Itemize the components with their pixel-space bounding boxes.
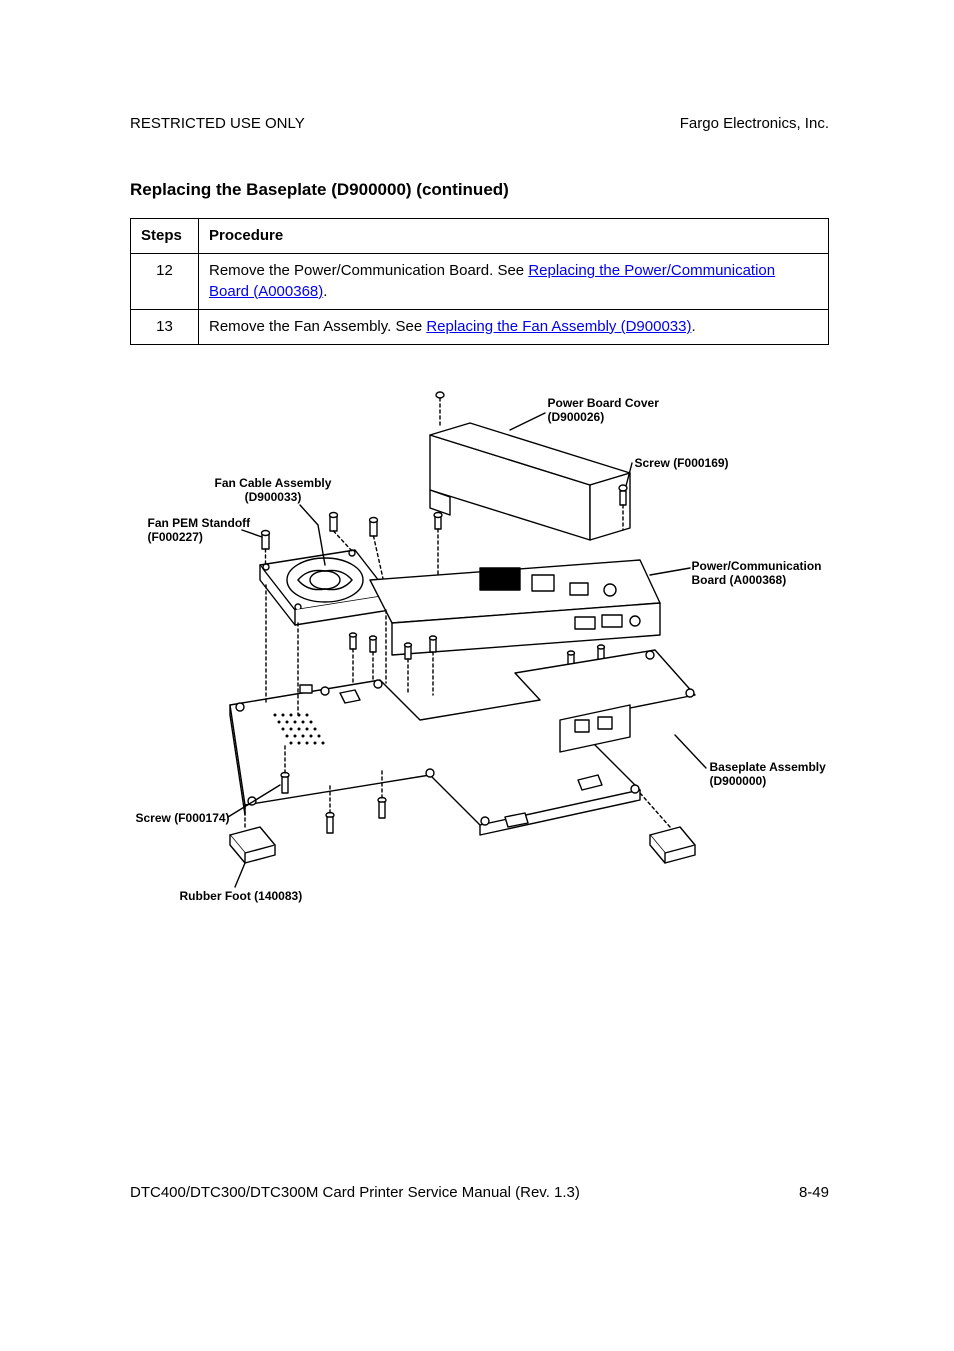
- procedure-text-post: .: [323, 283, 327, 300]
- label-line1: Baseplate Assembly: [710, 760, 826, 774]
- procedure-link[interactable]: Replacing the Fan Assembly (D900033): [426, 318, 691, 335]
- label-line1: Power Board Cover: [548, 396, 659, 410]
- table-row: 12 Remove the Power/Communication Board.…: [131, 254, 829, 310]
- label-fan-pem: Fan PEM Standoff (F000227): [148, 517, 251, 545]
- header-left: RESTRICTED USE ONLY: [130, 115, 305, 132]
- procedure-table: Steps Procedure 12 Remove the Power/Comm…: [130, 218, 829, 345]
- baseplate: [230, 650, 706, 835]
- label-screw-f000169: Screw (F000169): [635, 457, 729, 471]
- label-power-board-cover: Power Board Cover (D900026): [548, 397, 659, 425]
- procedure-text: Remove the Power/Communication Board. Se…: [209, 262, 528, 279]
- procedure-cell: Remove the Fan Assembly. See Replacing t…: [199, 309, 829, 344]
- exploded-diagram: Power Board Cover (D900026) Screw (F0001…: [130, 385, 830, 905]
- table-header-row: Steps Procedure: [131, 219, 829, 254]
- diagram-wrap: Power Board Cover (D900026) Screw (F0001…: [130, 385, 829, 905]
- procedure-text-post: .: [691, 318, 695, 335]
- label-line2: (D900000): [710, 774, 767, 788]
- label-line2: Board (A000368): [692, 573, 787, 587]
- power-comm-board: [370, 513, 690, 656]
- label-screw-f000174: Screw (F000174): [136, 812, 230, 826]
- page: RESTRICTED USE ONLY Fargo Electronics, I…: [0, 0, 954, 1351]
- page-footer: DTC400/DTC300/DTC300M Card Printer Servi…: [130, 1184, 829, 1201]
- header-right: Fargo Electronics, Inc.: [680, 115, 829, 132]
- page-header: RESTRICTED USE ONLY Fargo Electronics, I…: [130, 115, 829, 132]
- col-steps: Steps: [131, 219, 199, 254]
- label-line2: (D900026): [548, 410, 605, 424]
- section-title: Replacing the Baseplate (D900000) (conti…: [130, 180, 829, 200]
- step-number: 13: [131, 309, 199, 344]
- procedure-cell: Remove the Power/Communication Board. Se…: [199, 254, 829, 310]
- footer-left: DTC400/DTC300/DTC300M Card Printer Servi…: [130, 1184, 580, 1201]
- footer-right: 8-49: [799, 1184, 829, 1201]
- label-line1: Fan PEM Standoff: [148, 516, 251, 530]
- label-baseplate: Baseplate Assembly (D900000): [710, 761, 826, 789]
- procedure-text: Remove the Fan Assembly. See: [209, 318, 426, 335]
- label-line1: Power/Communication: [692, 559, 822, 573]
- label-line2: (D900033): [245, 490, 302, 504]
- label-fan-cable: Fan Cable Assembly (D900033): [215, 477, 332, 505]
- label-rubber-foot: Rubber Foot (140083): [180, 890, 303, 904]
- col-procedure: Procedure: [199, 219, 829, 254]
- table-row: 13 Remove the Fan Assembly. See Replacin…: [131, 309, 829, 344]
- step-number: 12: [131, 254, 199, 310]
- label-power-comm: Power/Communication Board (A000368): [692, 560, 822, 588]
- label-line1: Fan Cable Assembly: [215, 476, 332, 490]
- label-line2: (F000227): [148, 530, 203, 544]
